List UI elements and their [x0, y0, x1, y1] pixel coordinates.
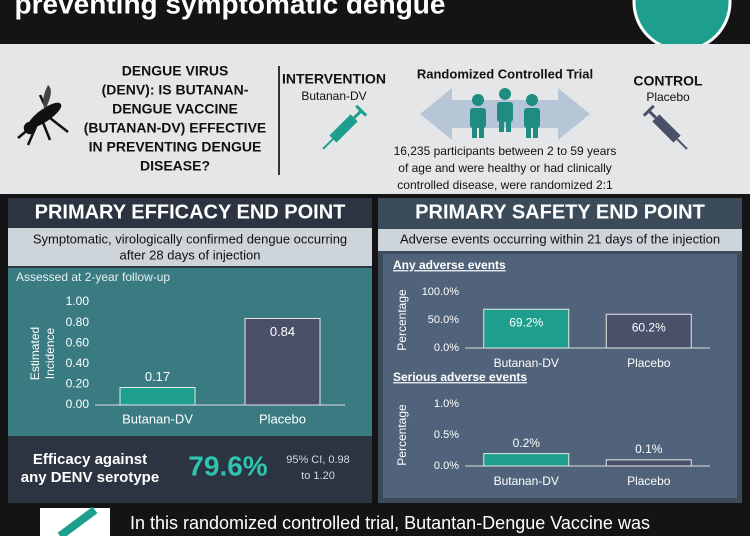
title: preventing symptomatic dengue	[15, 0, 446, 19]
trial-title: Randomized Controlled Trial	[417, 66, 593, 81]
y-tick-label: 0.60	[66, 335, 90, 349]
efficacy-label: any DENV serotype	[21, 469, 159, 486]
value-label: 0.17	[145, 369, 170, 384]
question-line: (DENV): IS BUTANAN-	[102, 82, 249, 98]
efficacy-note: Assessed at 2-year follow-up	[16, 270, 170, 284]
safety-heading: PRIMARY SAFETY END POINT	[415, 201, 705, 223]
footer-text: In this randomized controlled trial, But…	[130, 513, 650, 533]
y-tick-label: 0.0%	[434, 342, 459, 354]
efficacy-heading: PRIMARY EFFICACY END POINT	[35, 201, 346, 223]
bar	[605, 459, 692, 467]
efficacy-label: Efficacy against	[33, 451, 147, 468]
trial-description: 16,235 participants between 2 to 59 year…	[394, 144, 617, 158]
y-tick-label: 0.5%	[434, 429, 459, 441]
efficacy-subtitle: Symptomatic, virologically confirmed den…	[33, 231, 347, 246]
y-axis-label: Percentage	[395, 404, 409, 466]
x-tick-label: Butanan-DV	[122, 411, 193, 426]
bar	[119, 386, 196, 406]
y-tick-label: 0.0%	[434, 460, 459, 472]
x-tick-label: Placebo	[627, 474, 671, 488]
efficacy-value: 79.6%	[188, 450, 267, 481]
x-tick-label: Placebo	[259, 411, 306, 426]
control-title: CONTROL	[633, 73, 703, 89]
bar	[244, 317, 321, 406]
trial-description: controlled disease, were randomized 2:1	[397, 178, 613, 192]
value-label: 60.2%	[632, 320, 666, 334]
people-icon	[470, 88, 540, 138]
x-tick-label: Butanan-DV	[494, 474, 559, 488]
overview-panel	[0, 44, 750, 194]
efficacy-subtitle-band	[8, 228, 372, 266]
confidence-interval: 95% CI, 0.98	[286, 454, 350, 466]
intervention-title: INTERVENTION	[282, 71, 386, 87]
y-tick-label: 100.0%	[422, 286, 460, 298]
confidence-interval: to 1.20	[301, 470, 335, 482]
question-line: (BUTANAN-DV) EFFECTIVE	[84, 120, 267, 136]
efficacy-subtitle: after 28 days of injection	[120, 247, 261, 262]
value-label: 69.2%	[509, 315, 543, 329]
safety-subtitle-band	[378, 229, 742, 251]
question-line: IN PREVENTING DENGUE	[89, 139, 262, 155]
syringe-icon	[642, 104, 688, 150]
question-line: DENGUE VACCINE	[112, 101, 238, 117]
y-tick-label: 1.0%	[434, 398, 459, 410]
y-tick-label: 0.20	[66, 377, 90, 391]
chart-title: Any adverse events	[393, 258, 506, 272]
chart-title: Serious adverse events	[393, 370, 527, 384]
y-axis-label: Estimated	[28, 327, 42, 380]
y-tick-label: 1.00	[66, 294, 90, 308]
y-tick-label: 50.0%	[428, 314, 459, 326]
value-label: 0.2%	[513, 436, 541, 450]
y-tick-label: 0.40	[66, 356, 90, 370]
y-axis-label: Percentage	[395, 289, 409, 351]
trial-description: of age and were healthy or had clinicall…	[398, 161, 611, 175]
question-line: DENGUE VIRUS	[122, 63, 229, 79]
x-tick-label: Placebo	[627, 356, 671, 370]
intervention-detail: Butanan-DV	[301, 89, 366, 103]
safety-subtitle: Adverse events occurring within 21 days …	[400, 231, 720, 246]
y-tick-label: 0.80	[66, 315, 90, 329]
bar	[483, 453, 570, 467]
y-tick-label: 0.00	[66, 397, 90, 411]
syringe-icon	[322, 104, 368, 150]
mosquito-icon	[17, 85, 69, 146]
y-axis-label: Incidence	[43, 327, 57, 379]
x-tick-label: Butanan-DV	[494, 356, 559, 370]
value-label: 0.1%	[635, 442, 663, 456]
question-line: DISEASE?	[140, 158, 210, 174]
control-detail: Placebo	[646, 90, 690, 104]
footer-syringe	[57, 506, 98, 536]
value-label: 0.84	[270, 324, 295, 339]
bar	[605, 313, 692, 349]
bar	[483, 308, 570, 349]
